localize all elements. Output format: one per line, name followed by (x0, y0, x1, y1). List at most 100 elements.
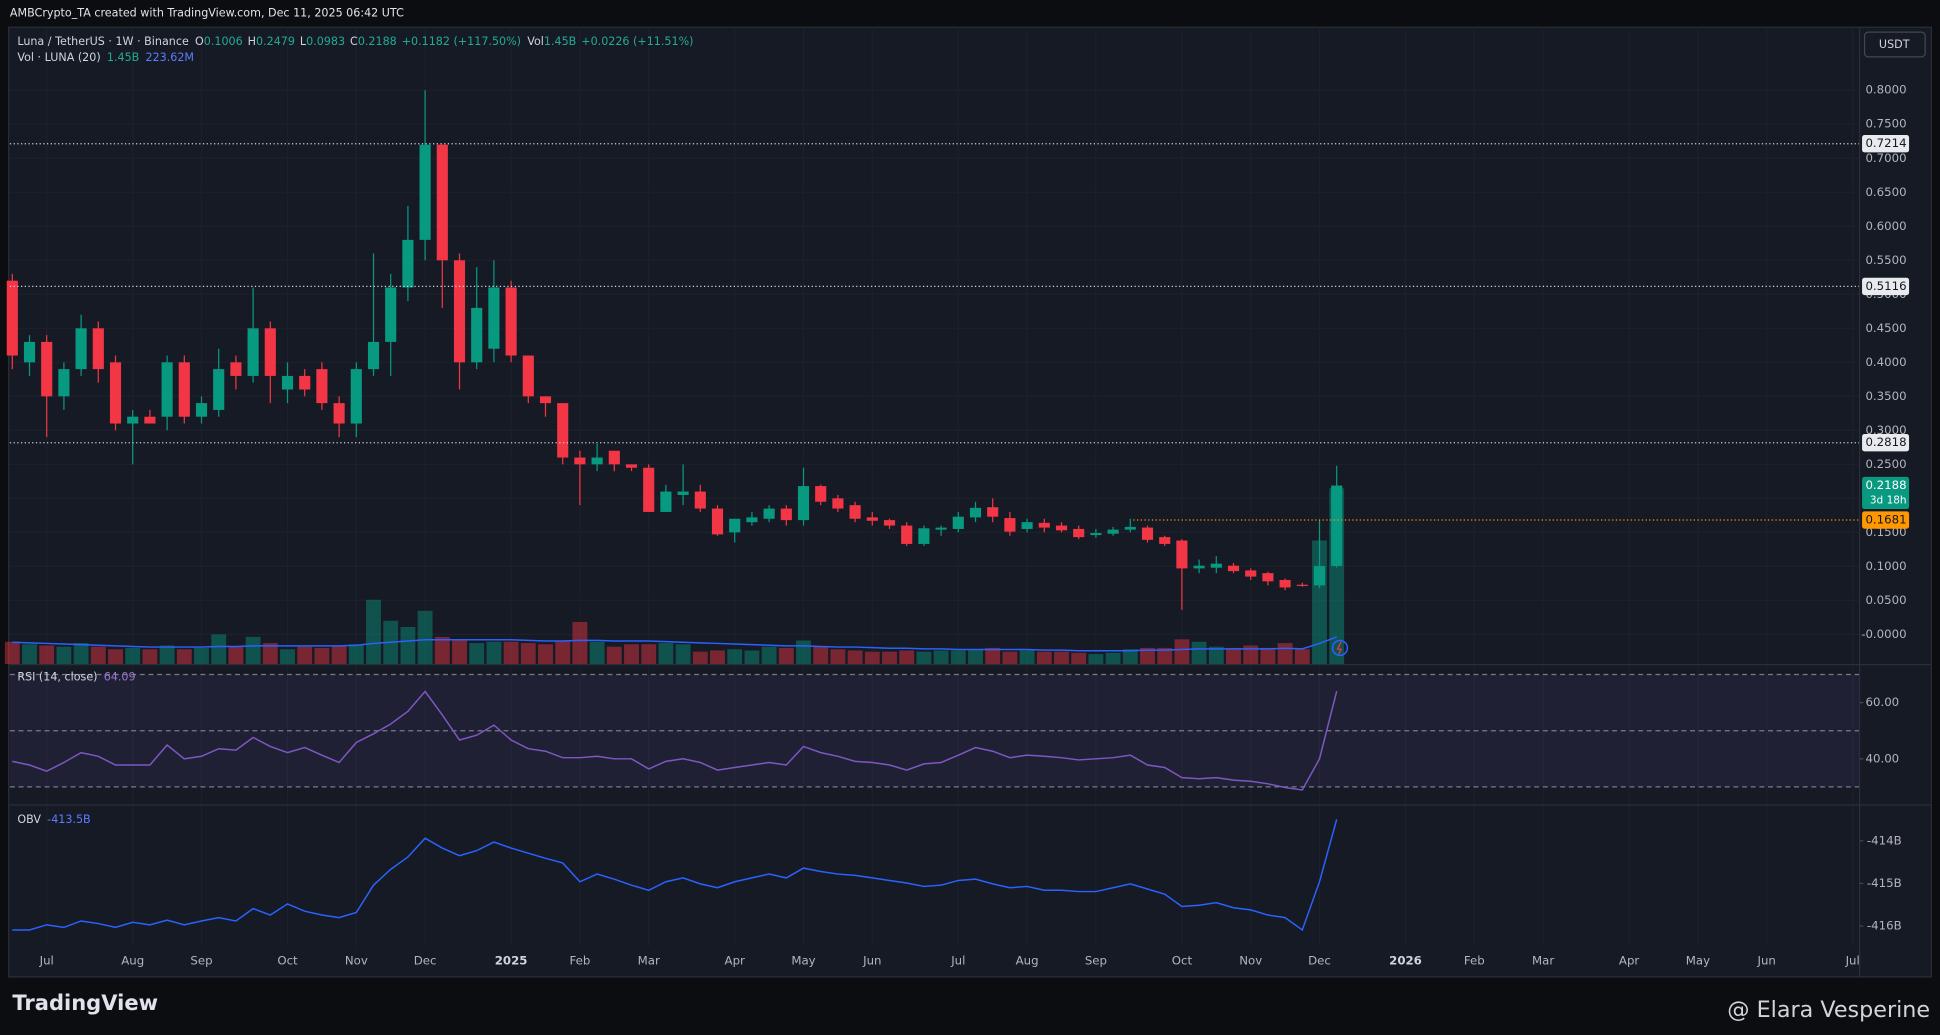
volume-bar (245, 636, 261, 665)
candle-body (1038, 522, 1050, 528)
volume-bar (4, 641, 20, 665)
alert-badge (1862, 511, 1910, 529)
candle-body (144, 416, 156, 424)
volume-bar (950, 650, 966, 665)
volume-bar (434, 636, 450, 665)
y-tick-label: -415B (1867, 876, 1902, 890)
y-tick-label: -0.0000 (1861, 627, 1906, 641)
vol-change: +0.0226 (+11.51%) (581, 35, 693, 48)
alert-icon[interactable] (1331, 639, 1349, 657)
y-tick-label: 0.3000 (1865, 423, 1906, 437)
volume-bar (985, 647, 1001, 665)
volume-bar (56, 646, 72, 665)
ohlc-value: 0.2479 (256, 35, 295, 48)
level-badge (1862, 277, 1910, 296)
candle-body (901, 525, 913, 544)
x-tick-label: Jun (862, 953, 881, 967)
candle-body (178, 362, 190, 417)
candle-body (299, 375, 311, 390)
vol-label: Vol (527, 35, 544, 48)
x-tick-label: May (791, 953, 815, 967)
y-tick-label: 0.4000 (1865, 355, 1906, 369)
y-tick-label: 0.5500 (1865, 253, 1906, 267)
volume-bar (813, 646, 829, 665)
ohlc-label: H (248, 35, 256, 48)
candle-body (849, 505, 861, 519)
candle-body (711, 508, 724, 535)
change: +0.1182 (+117.50%) (402, 35, 521, 48)
volume-bar (211, 634, 227, 665)
candle-body (58, 369, 70, 397)
volume-bar (280, 649, 295, 665)
ohlc-value: 0.2188 (358, 35, 397, 48)
y-tick-label: 0.6000 (1865, 219, 1906, 233)
candle-body (729, 518, 741, 533)
volume-bar (847, 650, 863, 665)
volume-bar (194, 647, 209, 665)
candle-body (1107, 529, 1119, 534)
symbol: Luna / TetherUS · 1W · Binance (17, 35, 189, 48)
candle-body (591, 457, 603, 465)
candle-body (935, 527, 947, 530)
y-tick-label: 0.7500 (1865, 117, 1906, 131)
obv-value: -413.5B (47, 813, 91, 826)
y-tick-label: -416B (1867, 919, 1902, 933)
x-tick-label: Oct (277, 953, 298, 967)
ohlc-label: L (300, 35, 307, 48)
volume-bar (624, 644, 639, 665)
volume-bar (555, 640, 571, 665)
x-tick-label: Dec (414, 953, 437, 967)
volume-bar (1294, 649, 1310, 665)
legend-main: Luna / TetherUS · 1W · Binance O0.1006 H0.… (17, 35, 693, 48)
volume-bar (73, 643, 89, 665)
candle-body (1176, 540, 1188, 569)
candle-body (539, 396, 552, 404)
y-tick-label: 0.0500 (1865, 593, 1906, 607)
chart-area (8, 26, 1932, 978)
volume-bar (830, 649, 846, 665)
legend-obv: OBV -413.5B (17, 813, 90, 826)
currency-label[interactable]: USDT (1879, 38, 1910, 51)
candle-body (1073, 528, 1085, 538)
volume-bar (159, 645, 175, 665)
volume-bar (916, 651, 932, 665)
candle-body (522, 355, 534, 397)
grid (9, 27, 1860, 946)
candle-body (608, 450, 620, 465)
candle-body (625, 464, 638, 468)
volume-bar (899, 650, 915, 665)
volume-bar (22, 644, 37, 665)
vol-value: 1.45B (544, 35, 576, 48)
level-badge (1862, 135, 1910, 153)
candle-body (230, 362, 242, 376)
legend-rsi: RSI (14, close) 64.09 (17, 671, 135, 684)
ohlc-value: 0.0983 (306, 35, 345, 48)
volume-bar (1260, 647, 1276, 665)
volume-bar (39, 645, 55, 665)
currency-button[interactable] (1863, 31, 1926, 58)
candle-body (316, 369, 328, 404)
candle-body (918, 528, 930, 544)
volume-bar (968, 649, 983, 665)
candle-body (660, 491, 672, 512)
candle-body (866, 517, 878, 521)
candle-body (797, 486, 810, 521)
series-line (12, 690, 1338, 791)
candle-body (557, 403, 569, 458)
candle-body (1193, 565, 1205, 569)
x-tick-label: 2026 (1389, 953, 1422, 967)
candle-body (41, 341, 53, 397)
alert-icon-bolt (1336, 641, 1343, 655)
level-label: 0.2818 (1865, 435, 1906, 449)
x-tick-label: Feb (1464, 953, 1485, 967)
volume-bar (228, 646, 244, 665)
volume-bar (572, 621, 588, 665)
ohlc-label: C (350, 35, 358, 48)
x-tick-label: Jul (1845, 953, 1860, 967)
candle-body (488, 287, 500, 349)
candle-body (264, 328, 276, 376)
volume-bar (1088, 654, 1104, 665)
legend-volume: Vol · LUNA (20) 1.45B 223.62M (17, 51, 194, 64)
candle-body (419, 144, 431, 240)
